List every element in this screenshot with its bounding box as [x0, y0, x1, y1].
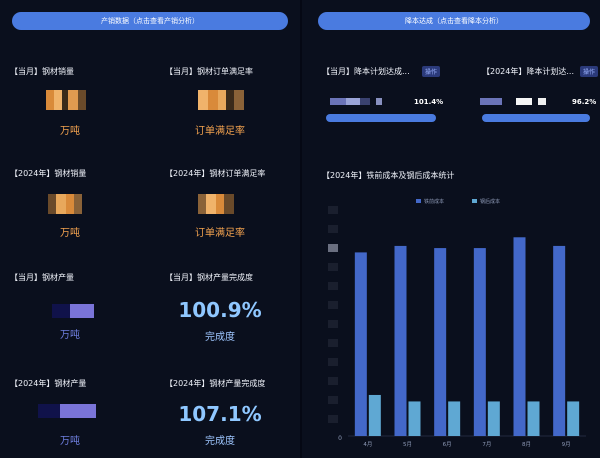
redacted-value: [52, 304, 94, 318]
bar-back-cost[interactable]: [448, 401, 461, 436]
redacted-value: [46, 90, 86, 110]
bar-back-cost[interactable]: [408, 401, 421, 436]
bar-front-cost[interactable]: [513, 237, 526, 436]
kpi-title-year-steel-output: 【2024年】钢材产量: [10, 379, 87, 388]
kpi-unit-monthly-steel-output: 万吨: [60, 330, 80, 341]
chart-bars: [328, 206, 586, 437]
kpi-title-monthly-output-completion: 【当月】钢材产量完成度: [165, 273, 253, 282]
bar-front-cost[interactable]: [434, 248, 447, 436]
axis-decoration: [328, 244, 338, 252]
redacted-value: [198, 90, 244, 110]
y-tick-label: 0: [338, 435, 342, 442]
axis-decoration: [328, 320, 338, 328]
legend-label: 铁前成本: [424, 198, 444, 205]
axis-decoration: [328, 358, 338, 366]
legend-label: 钢后成本: [480, 198, 500, 205]
chart-legend: 铁前成本 钢后成本: [416, 198, 500, 205]
operation-tag-year[interactable]: 操作: [580, 66, 599, 77]
redacted-value: [38, 404, 96, 418]
redacted-value: [198, 194, 234, 214]
x-tick-label: 4月: [363, 441, 372, 448]
right-panel: [302, 0, 600, 458]
axis-decoration: [328, 396, 338, 404]
cost-reduction-analysis-button[interactable]: 降本达成（点击查看降本分析）: [318, 12, 590, 30]
redacted-value: [480, 98, 546, 105]
axis-decoration: [328, 282, 338, 290]
kpi-value-monthly-output-completion: 100.9%: [178, 298, 262, 322]
x-tick-label: 8月: [522, 441, 531, 448]
kpi-value-year-output-completion: 107.1%: [178, 402, 262, 426]
kpi-unit-year-steel-output: 万吨: [60, 436, 80, 447]
kpi-unit-monthly-steel-sales: 万吨: [60, 126, 80, 137]
bar-front-cost[interactable]: [553, 245, 566, 436]
chart-title: 【2024年】铁前成本及钢后成本统计: [322, 171, 455, 180]
bar-back-cost[interactable]: [527, 401, 540, 436]
x-tick-label: 7月: [482, 441, 491, 448]
axis-decoration: [328, 225, 338, 233]
x-tick-label: 5月: [403, 441, 412, 448]
kpi-title-year-order-fill-rate: 【2024年】钢材订单满足率: [165, 169, 266, 178]
plan-percent-monthly: 101.4%: [414, 98, 444, 106]
bar-back-cost[interactable]: [567, 401, 580, 436]
plan-progress-year: [482, 114, 590, 122]
kpi-unit-year-order-fill-rate: 订单满足率: [195, 228, 245, 239]
cost-bar-chart: 铁前成本 钢后成本 4月 5月 6月 7月 8月 9月 0: [328, 198, 586, 448]
axis-decoration: [328, 301, 338, 309]
kpi-title-year-steel-sales: 【2024年】钢材销量: [10, 169, 87, 178]
redacted-value: [330, 98, 382, 105]
legend-swatch: [416, 199, 421, 203]
chart-x-axis-labels: 4月 5月 6月 7月 8月 9月: [363, 441, 570, 448]
plan-title-year: 【2024年】降本计划达...: [482, 67, 574, 76]
axis-decoration: [328, 263, 338, 271]
kpi-unit-year-steel-sales: 万吨: [60, 228, 80, 239]
bar-front-cost[interactable]: [394, 245, 407, 436]
bar-back-cost[interactable]: [487, 401, 500, 436]
plan-percent-year: 96.2%: [572, 98, 597, 106]
kpi-unit-monthly-order-fill-rate: 订单满足率: [195, 126, 245, 137]
x-tick-label: 6月: [443, 441, 452, 448]
legend-swatch: [472, 199, 477, 203]
kpi-title-monthly-steel-output: 【当月】钢材产量: [10, 273, 74, 282]
kpi-unit-year-output-completion: 完成度: [205, 436, 235, 447]
bar-back-cost[interactable]: [368, 394, 381, 436]
axis-decoration: [328, 415, 338, 423]
bar-front-cost[interactable]: [354, 252, 367, 436]
kpi-unit-monthly-output-completion: 完成度: [205, 332, 235, 343]
kpi-title-monthly-order-fill-rate: 【当月】钢材订单满足率: [165, 67, 253, 76]
plan-progress-monthly: [326, 114, 436, 122]
kpi-title-monthly-steel-sales: 【当月】钢材销量: [10, 67, 74, 76]
sales-analysis-button[interactable]: 产销数据（点击查看产销分析）: [12, 12, 288, 30]
left-panel: [0, 0, 300, 458]
kpi-title-year-output-completion: 【2024年】钢材产量完成度: [165, 379, 266, 388]
axis-decoration: [328, 206, 338, 214]
redacted-value: [48, 194, 82, 214]
operation-tag-monthly[interactable]: 操作: [422, 66, 441, 77]
axis-decoration: [328, 377, 338, 385]
axis-decoration: [328, 339, 338, 347]
x-tick-label: 9月: [562, 441, 571, 448]
bar-front-cost[interactable]: [473, 248, 486, 436]
plan-title-monthly: 【当月】降本计划达成...: [322, 67, 410, 76]
